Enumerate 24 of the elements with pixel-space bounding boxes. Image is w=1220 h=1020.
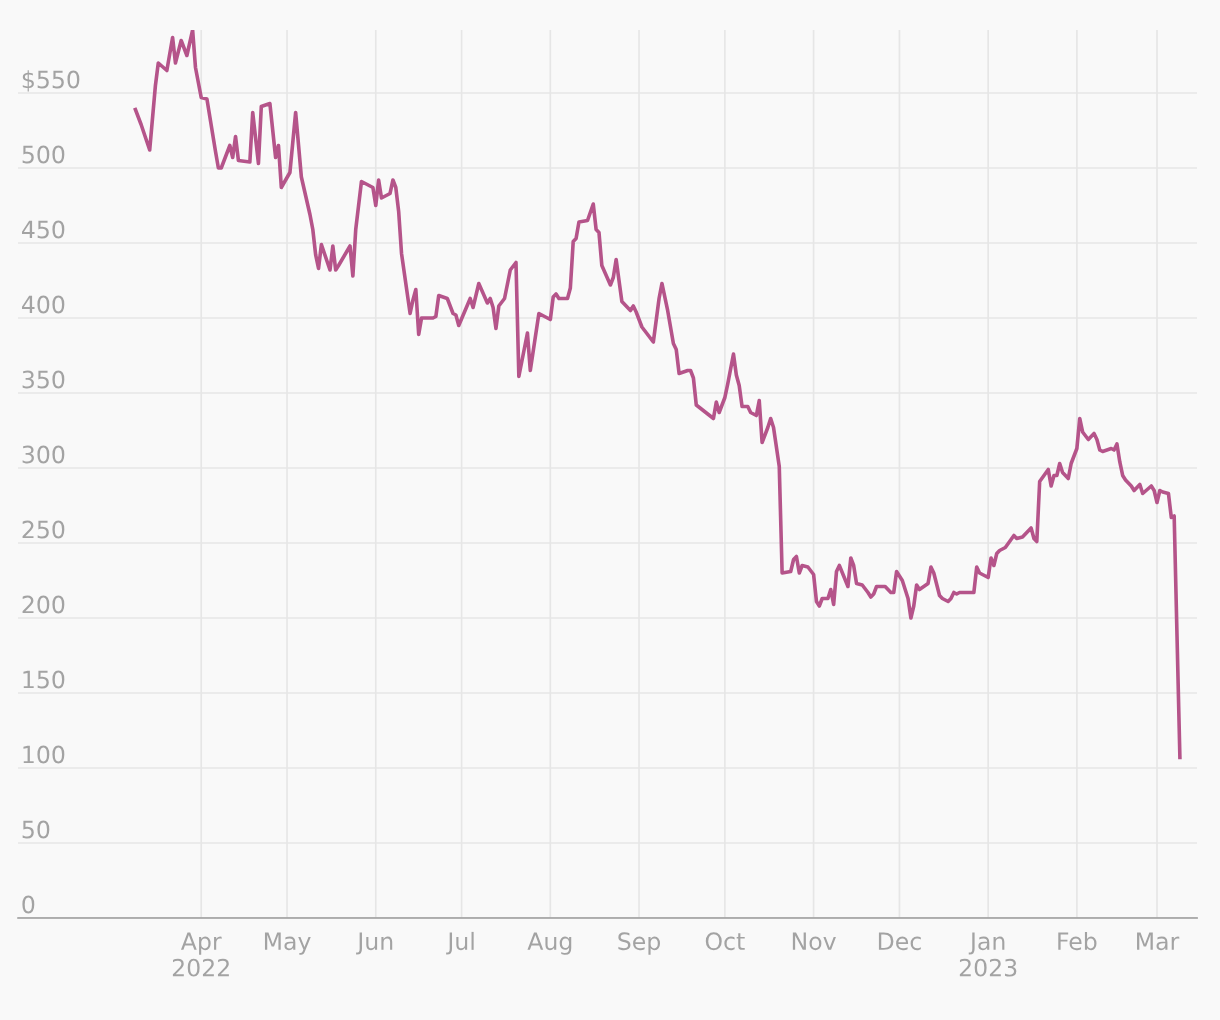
x-tick-label: Nov bbox=[792, 932, 836, 951]
x-tick-label: Jan 2023 bbox=[959, 932, 1017, 977]
y-tick-label: 350 bbox=[22, 370, 65, 389]
x-tick-label: Jul bbox=[446, 931, 474, 955]
x-tick-label: Feb bbox=[1058, 931, 1097, 951]
x-tick-label: Sep bbox=[618, 932, 660, 955]
y-tick-label: 50 bbox=[22, 820, 50, 839]
y-tick-label: 100 bbox=[23, 745, 65, 764]
y-tick-label: 250 bbox=[22, 520, 65, 539]
y-tick-label: $550 bbox=[22, 70, 80, 92]
x-tick-label: May bbox=[264, 932, 311, 955]
x-tick-label: Apr 2022 bbox=[172, 932, 229, 977]
x-tick-label: Oct bbox=[705, 932, 745, 951]
x-tick-label: Aug bbox=[527, 932, 572, 955]
y-tick-label: 400 bbox=[21, 295, 65, 314]
x-tick-label: Dec bbox=[878, 932, 921, 951]
y-tick-label: 0 bbox=[22, 895, 35, 914]
x-tick-label: Mar bbox=[1137, 932, 1180, 951]
y-tick-label: 300 bbox=[22, 445, 65, 464]
y-tick-label: 150 bbox=[23, 670, 65, 689]
y-tick-label: 200 bbox=[22, 595, 65, 614]
y-tick-label: 450 bbox=[21, 220, 65, 239]
x-tick-label: Jun bbox=[356, 932, 393, 955]
y-tick-label: 500 bbox=[22, 145, 65, 164]
